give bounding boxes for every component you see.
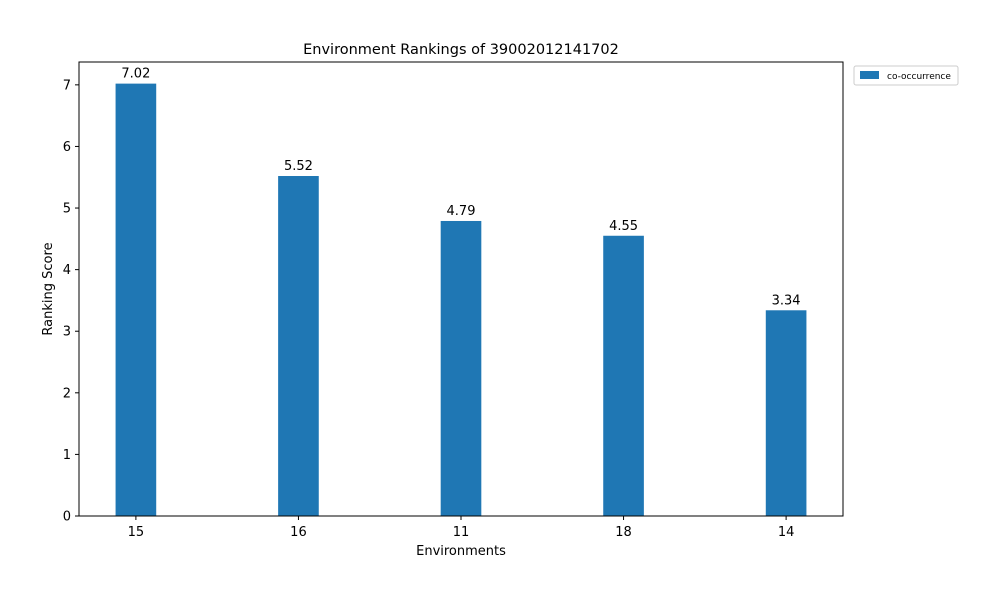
bar-18 — [603, 235, 644, 516]
y-tick-label-7: 7 — [63, 78, 71, 93]
x-axis-label: Environments — [416, 544, 506, 559]
data-label-15: 7.02 — [121, 67, 150, 82]
y-tick-label-5: 5 — [63, 202, 71, 217]
y-axis-label: Ranking Score — [41, 242, 56, 335]
x-tick-label-16: 16 — [290, 525, 307, 540]
y-tick-label-1: 1 — [63, 448, 71, 463]
chart-title: Environment Rankings of 39002012141702 — [303, 42, 619, 58]
x-tick-label-11: 11 — [453, 525, 470, 540]
legend-label: co-occurrence — [887, 72, 951, 82]
x-tick-label-14: 14 — [778, 525, 795, 540]
bar-14 — [765, 310, 807, 516]
bar-16 — [278, 176, 319, 517]
plot-area: 7.02 15 5.52 16 4.79 11 4.55 18 3.34 14 0 1 2 3 4 5 6 7 — [63, 67, 807, 540]
bar-11 — [440, 220, 482, 516]
y-tick-label-3: 3 — [63, 325, 71, 340]
x-tick-label-18: 18 — [615, 525, 632, 540]
y-tick-label-2: 2 — [63, 386, 71, 401]
data-label-18: 4.55 — [609, 219, 638, 234]
legend: co-occurrence — [853, 65, 959, 86]
y-tick-label-0: 0 — [63, 510, 71, 525]
data-label-14: 3.34 — [772, 293, 801, 308]
legend-swatch — [860, 71, 879, 79]
y-tick-label-4: 4 — [63, 263, 71, 278]
data-label-16: 5.52 — [284, 159, 313, 174]
legend-frame — [853, 65, 959, 86]
plot-frame — [78, 61, 844, 517]
x-tick-label-15: 15 — [128, 525, 145, 540]
y-tick-label-6: 6 — [63, 140, 71, 155]
data-label-11: 4.79 — [447, 204, 476, 219]
bar-15 — [115, 83, 157, 516]
